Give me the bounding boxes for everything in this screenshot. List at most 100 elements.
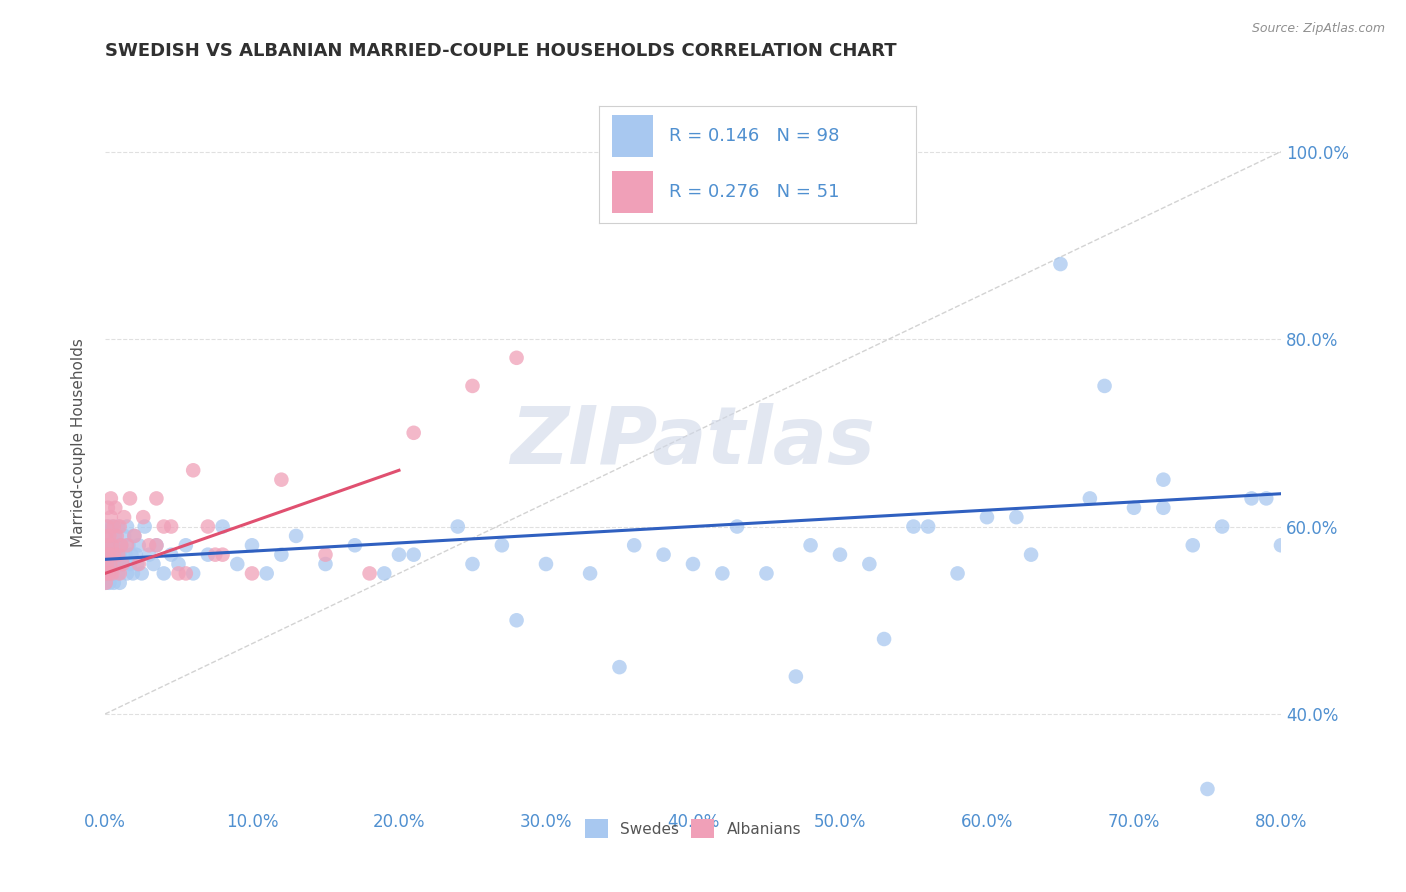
Point [1256,491,1278,506]
Point [491,538,513,552]
Point [226,557,249,571]
Point [461,379,484,393]
Point [160,548,183,562]
Point [343,538,366,552]
Point [142,557,165,571]
Text: SWEDISH VS ALBANIAN MARRIED-COUPLE HOUSEHOLDS CORRELATION CHART: SWEDISH VS ALBANIAN MARRIED-COUPLE HOUSE… [105,42,897,60]
Point [115,519,138,533]
Point [1078,491,1101,506]
Point [114,548,136,562]
Point [1123,500,1146,515]
Point [447,519,470,533]
Point [211,519,233,533]
Point [145,538,167,552]
Text: ZIPatlas: ZIPatlas [510,403,876,481]
Point [682,557,704,571]
Point [197,548,219,562]
Point [1094,379,1116,393]
Point [103,548,125,562]
Point [461,557,484,571]
Point [174,538,197,552]
Point [110,538,132,552]
Point [96,566,118,581]
Point [167,557,190,571]
Point [97,519,120,533]
Point [108,566,131,581]
Point [131,566,153,581]
Point [103,519,125,533]
Point [402,425,425,440]
Point [96,519,118,533]
Point [132,510,155,524]
Point [98,557,121,571]
Point [755,566,778,581]
Point [152,566,174,581]
Point [96,538,118,552]
Point [104,548,127,562]
Point [270,548,292,562]
Point [976,510,998,524]
Point [96,566,118,581]
Point [97,538,120,552]
Point [112,510,135,524]
Point [103,575,125,590]
Point [903,519,925,533]
Point [105,529,128,543]
Point [118,557,141,571]
Point [105,557,128,571]
Point [138,548,160,562]
Point [373,566,395,581]
Point [181,463,204,477]
Point [108,575,131,590]
Point [111,557,134,571]
Point [270,473,292,487]
Point [1152,500,1174,515]
Point [946,566,969,581]
Point [120,548,142,562]
Point [107,566,129,581]
Point [101,566,124,581]
Point [1049,257,1071,271]
Point [98,529,121,543]
Point [609,660,631,674]
Point [160,519,183,533]
Point [100,510,122,524]
Point [104,529,127,543]
Point [115,538,138,552]
Point [800,538,823,552]
Point [101,548,124,562]
Point [97,557,120,571]
Point [917,519,939,533]
Point [1197,782,1219,797]
Point [97,500,120,515]
Point [1181,538,1204,552]
Point [122,566,145,581]
Point [107,548,129,562]
Point [124,529,146,543]
Point [1005,510,1028,524]
Point [579,566,602,581]
Point [128,557,150,571]
Y-axis label: Married-couple Households: Married-couple Households [72,338,86,547]
Point [256,566,278,581]
Point [127,557,149,571]
Point [104,500,127,515]
Point [118,491,141,506]
Point [623,538,645,552]
Point [110,538,132,552]
Point [112,529,135,543]
Point [105,538,128,552]
Point [108,548,131,562]
Point [1152,473,1174,487]
Point [111,557,134,571]
Point [388,548,411,562]
Point [858,557,880,571]
Point [96,557,118,571]
Point [138,538,160,552]
Point [98,529,121,543]
Point [100,491,122,506]
Point [100,566,122,581]
Point [240,566,263,581]
Point [145,491,167,506]
Point [117,538,139,552]
